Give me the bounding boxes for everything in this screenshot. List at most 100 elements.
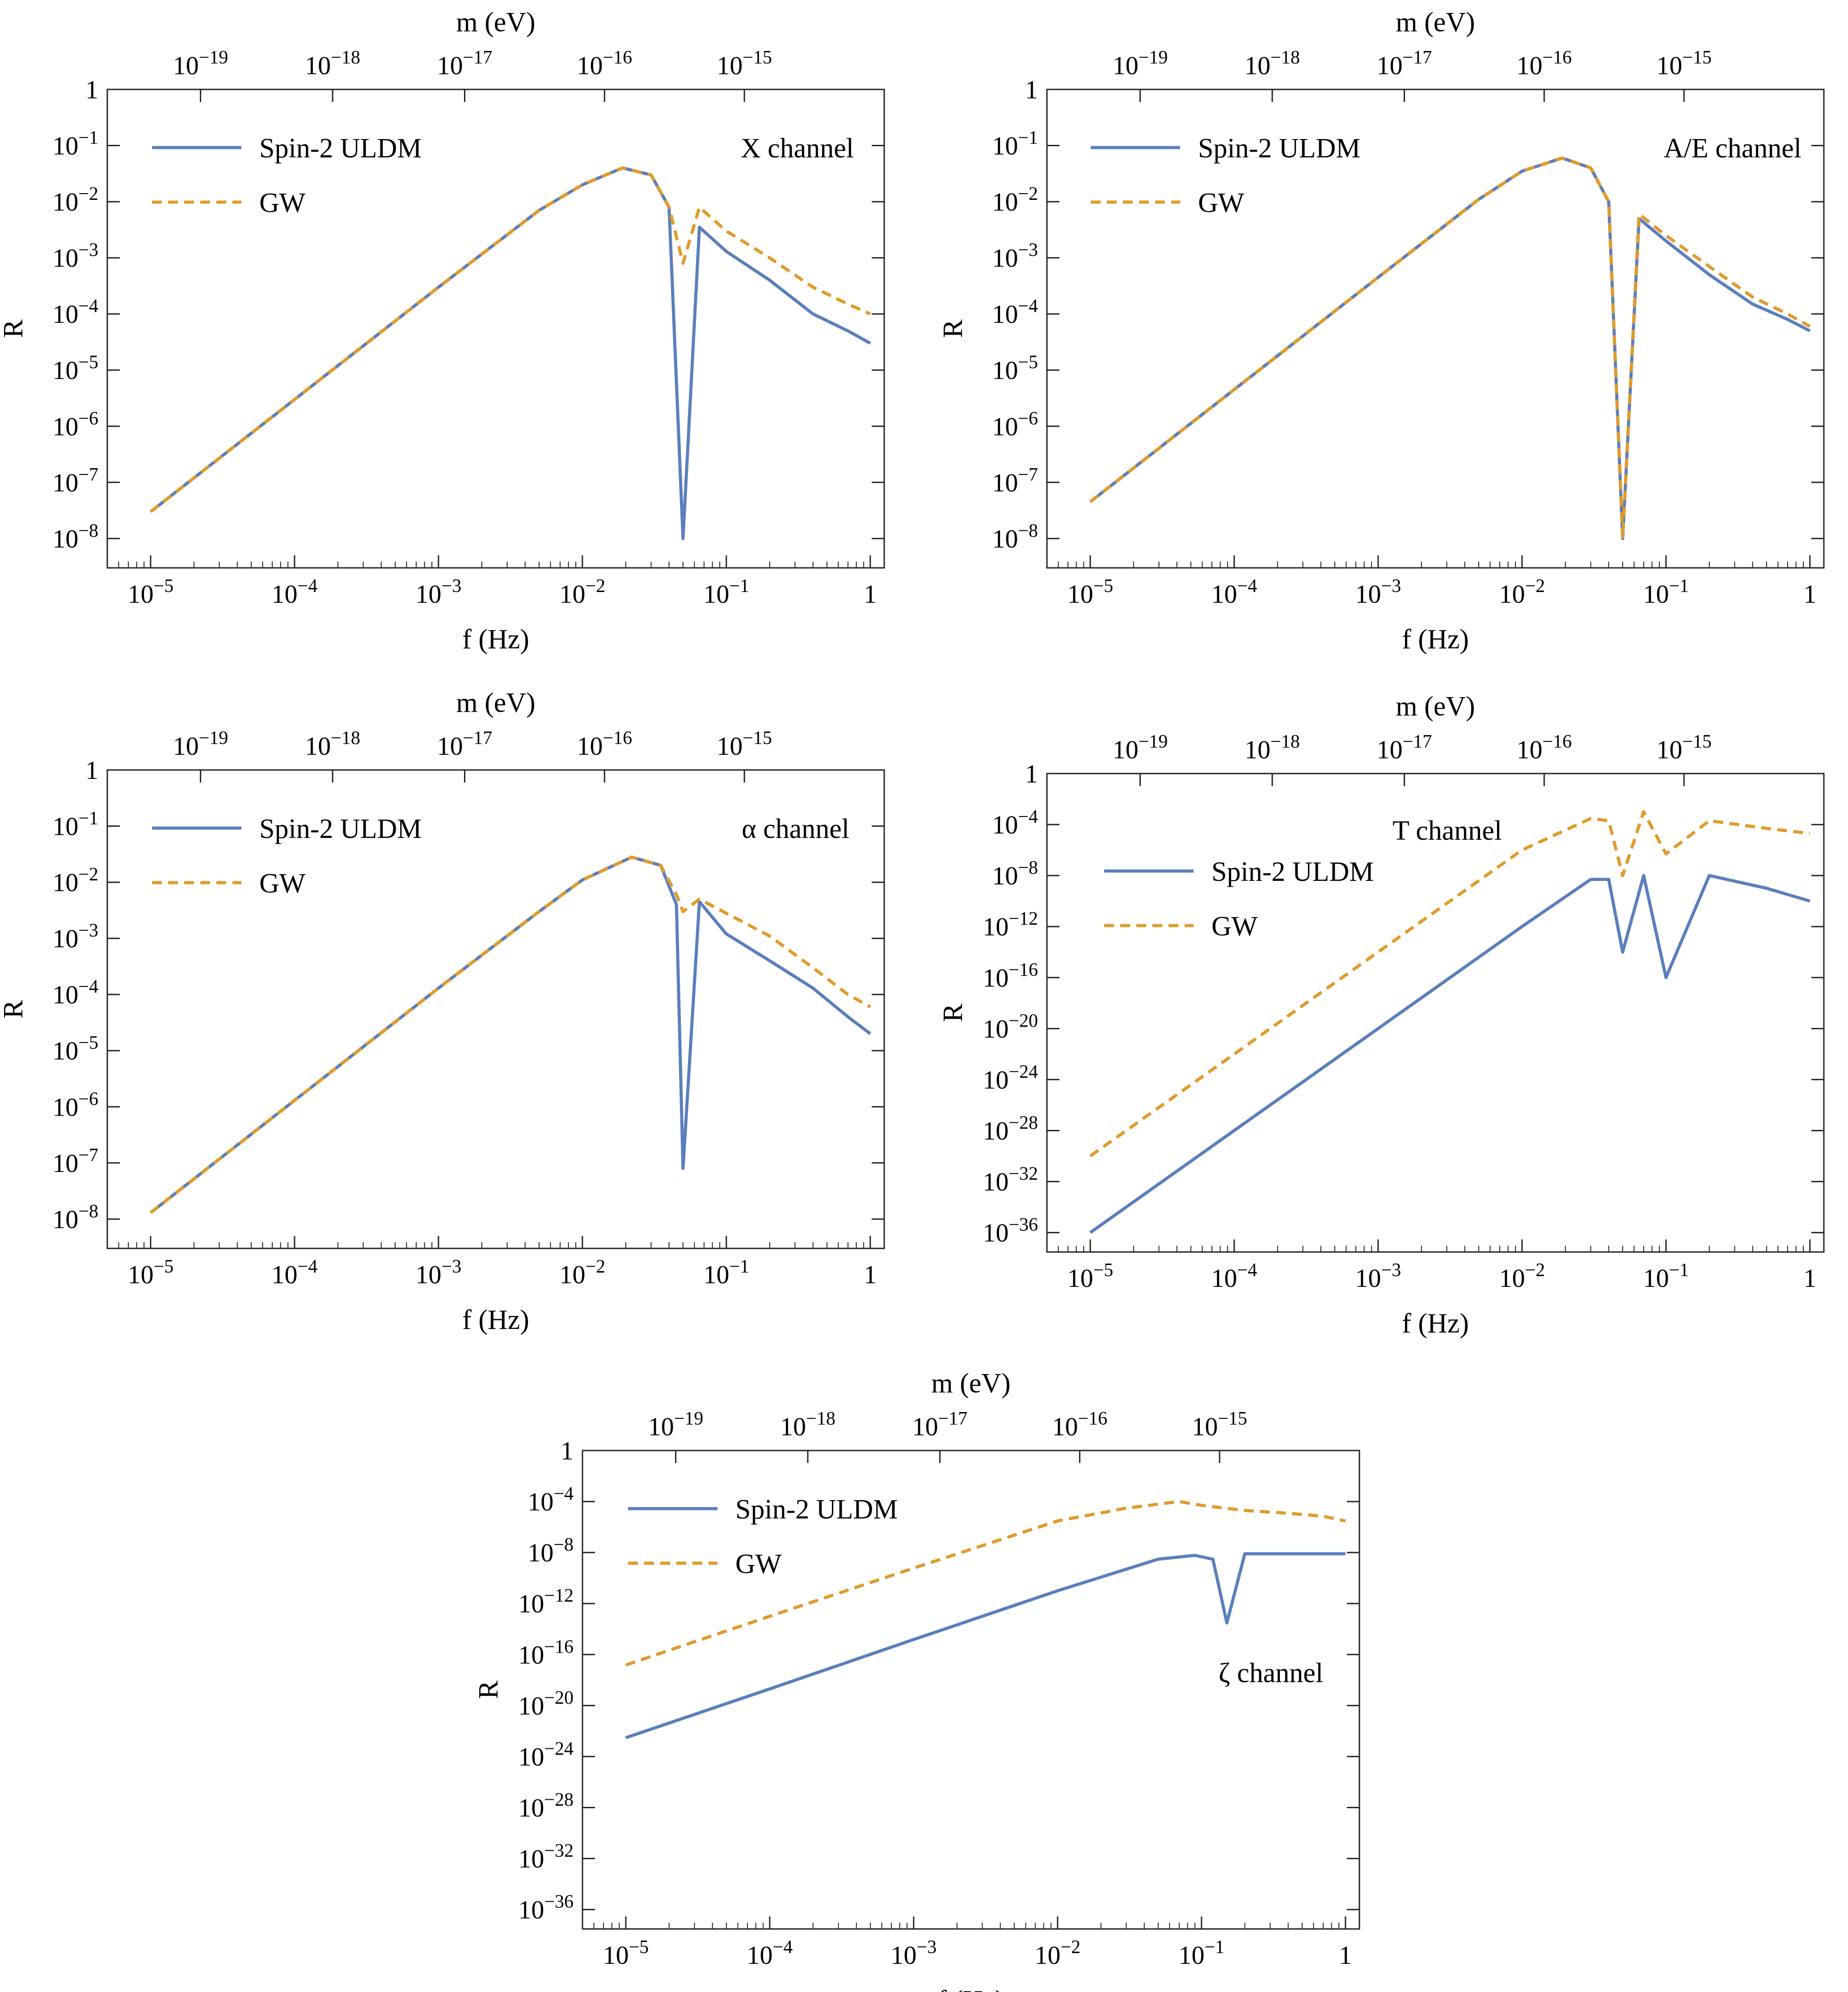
x-tick-label: 1	[1803, 1264, 1816, 1293]
y-tick-label: 10−20	[983, 1011, 1038, 1043]
x-tick-label: 10−4	[1211, 576, 1257, 609]
top-axis-title: m (eV)	[931, 1368, 1010, 1399]
legend-label: Spin-2 ULDM	[259, 814, 422, 844]
y-axis-title: R	[0, 1000, 29, 1019]
plot-frame	[1046, 89, 1825, 569]
x-tick-label: 10−2	[1499, 1260, 1545, 1293]
channel-annotation: X channel	[741, 133, 854, 164]
top-tick-label: 10−18	[305, 728, 360, 761]
top-axis-title: m (eV)	[1396, 691, 1475, 722]
y-tick-label: 10−4	[992, 807, 1038, 839]
x-tick-label: 10−4	[747, 1937, 793, 1970]
chart-panel-4: 10−5 10−4 10−3 10−2 10−1 1 10−36 10−32 10−28 10−2…	[938, 691, 1825, 1339]
x-tick-label: 10−5	[1067, 576, 1114, 609]
y-tick-label: 10−3	[52, 240, 98, 273]
legend-label: Spin-2 ULDM	[1211, 857, 1374, 887]
plot-frame	[106, 89, 885, 569]
plot-frame	[106, 769, 885, 1249]
y-tick-label: 1	[85, 756, 98, 785]
top-tick-label: 10−15	[1656, 732, 1712, 764]
top-tick-label: 10−19	[173, 728, 228, 761]
x-tick-label: 10−2	[560, 1256, 606, 1289]
y-axis-title: R	[0, 319, 29, 338]
x-tick-label: 10−1	[703, 576, 749, 609]
top-axis-title: m (eV)	[1396, 7, 1475, 38]
y-tick-label: 10−32	[983, 1164, 1038, 1197]
y-tick-label: 10−4	[992, 296, 1038, 329]
y-tick-label: 10−8	[52, 520, 98, 553]
top-tick-label: 10−19	[1113, 732, 1168, 764]
x-axis-title: f (Hz)	[1402, 624, 1469, 655]
y-tick-label: 10−4	[527, 1484, 574, 1516]
x-tick-label: 1	[864, 1260, 877, 1289]
top-tick-label: 10−16	[1516, 47, 1572, 80]
y-tick-label: 10−8	[52, 1201, 98, 1234]
y-tick-label: 10−5	[52, 352, 98, 385]
series-line-gw	[1089, 810, 1810, 1158]
y-tick-label: 10−12	[983, 909, 1038, 941]
y-axis-title: R	[938, 319, 968, 338]
x-tick-label: 10−5	[128, 576, 174, 609]
y-tick-label: 10−2	[52, 184, 98, 216]
x-tick-label: 10−2	[1035, 1937, 1081, 1970]
x-tick-label: 10−2	[1499, 576, 1545, 609]
y-tick-label: 10−16	[983, 960, 1038, 992]
y-tick-label: 10−28	[518, 1789, 574, 1822]
x-tick-label: 10−5	[1067, 1260, 1114, 1293]
channel-annotation: ζ channel	[1219, 1658, 1323, 1688]
y-tick-label: 1	[85, 75, 98, 104]
y-tick-label: 10−6	[992, 408, 1038, 441]
y-axis-title: R	[473, 1680, 504, 1699]
y-tick-label: 10−5	[52, 1033, 98, 1066]
chart-panel-3: 10−5 10−4 10−3 10−2 10−1 1 10−8 10−7 10−6 10−5 10−…	[0, 688, 885, 1335]
y-tick-label: 10−24	[518, 1738, 574, 1771]
x-tick-label: 10−1	[1643, 576, 1689, 609]
x-tick-label: 10−5	[128, 1256, 174, 1289]
series-line-gw	[149, 166, 871, 513]
top-tick-label: 10−18	[1245, 732, 1300, 764]
y-tick-label: 10−5	[992, 352, 1038, 385]
legend-label: GW	[259, 188, 306, 218]
x-tick-label: 10−1	[1643, 1260, 1689, 1293]
x-tick-label: 10−3	[416, 1256, 462, 1289]
chart-panel-1: 10−5 10−4 10−3 10−2 10−1 1 10−8 10−7 10−6 10−5 10−…	[0, 7, 885, 655]
top-tick-label: 10−16	[1516, 732, 1572, 764]
y-tick-label: 1	[1025, 75, 1038, 104]
legend-label: GW	[1198, 188, 1245, 218]
x-tick-label: 10−4	[272, 1256, 318, 1289]
y-tick-label: 10−16	[518, 1637, 574, 1669]
x-tick-label: 10−1	[703, 1256, 749, 1289]
x-axis-title: f (Hz)	[1402, 1308, 1469, 1339]
series-line-spin-2-uldm	[149, 166, 871, 540]
top-tick-label: 10−16	[1052, 1408, 1107, 1441]
y-tick-label: 10−2	[52, 864, 98, 897]
top-tick-label: 10−19	[648, 1408, 704, 1441]
x-axis-title: f (Hz)	[462, 1305, 529, 1335]
top-tick-label: 10−17	[437, 728, 493, 761]
top-axis-title: m (eV)	[456, 7, 535, 38]
chart-panel-5: 10−5 10−4 10−3 10−2 10−1 1 10−36 10−32 10−28 10−2…	[473, 1368, 1360, 1992]
chart-panel-2: 10−5 10−4 10−3 10−2 10−1 1 10−8 10−7 10−6 10−5 10−…	[938, 7, 1825, 655]
top-tick-label: 10−17	[1377, 732, 1432, 764]
x-tick-label: 10−3	[891, 1937, 937, 1970]
y-axis-title: R	[938, 1003, 968, 1022]
series-line-gw	[1089, 156, 1811, 540]
legend-label: GW	[735, 1549, 782, 1579]
y-tick-label: 10−24	[983, 1062, 1038, 1094]
channel-annotation: A/E channel	[1664, 133, 1802, 164]
y-tick-label: 10−1	[52, 128, 98, 161]
top-tick-label: 10−16	[577, 47, 632, 80]
top-tick-label: 10−18	[1245, 47, 1300, 80]
y-tick-label: 10−28	[983, 1112, 1038, 1145]
channel-annotation: α channel	[742, 814, 849, 844]
x-axis-title: f (Hz)	[937, 1985, 1004, 1992]
plot-frame	[582, 1450, 1360, 1930]
top-tick-label: 10−17	[437, 47, 493, 80]
x-tick-label: 10−3	[1355, 576, 1401, 609]
top-tick-label: 10−18	[780, 1408, 835, 1441]
x-tick-label: 10−2	[560, 576, 606, 609]
top-tick-label: 10−15	[1192, 1408, 1247, 1441]
top-tick-label: 10−18	[305, 47, 360, 80]
x-tick-label: 10−3	[1355, 1260, 1401, 1293]
